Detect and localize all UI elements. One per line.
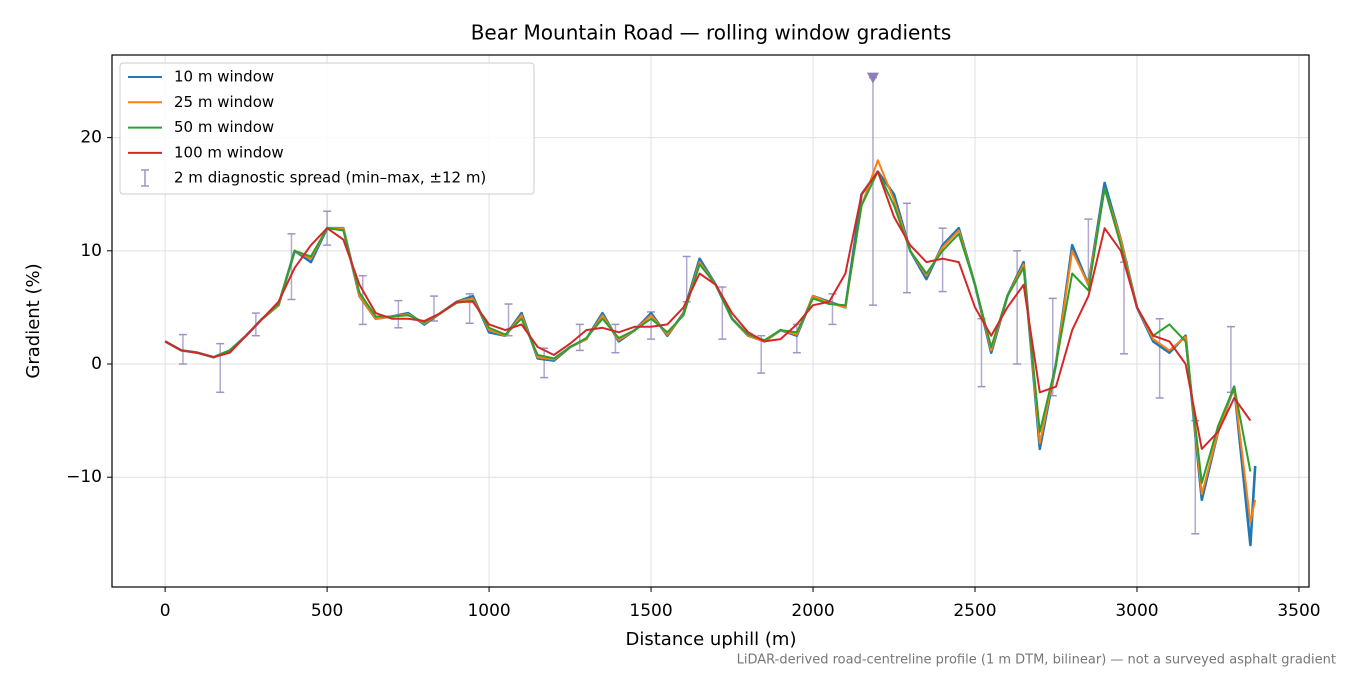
x-axis-label: Distance uphill (m) <box>626 629 797 650</box>
footnote: LiDAR-derived road-centreline profile (1… <box>737 653 1336 668</box>
x-tick-label: 1000 <box>467 601 510 621</box>
y-tick-label: 20 <box>80 128 102 148</box>
y-tick-label: 10 <box>80 241 102 261</box>
x-tick-label: 0 <box>160 601 171 621</box>
clip-marker <box>866 72 879 84</box>
chart-title: Bear Mountain Road — rolling window grad… <box>471 21 952 45</box>
y-tick-label: −10 <box>66 467 102 487</box>
legend-label: 2 m diagnostic spread (min–max, ±12 m) <box>174 169 486 187</box>
axes-frame <box>111 54 1310 588</box>
y-tick-label: 0 <box>91 354 102 374</box>
legend: 10 m window 25 m window 50 m window 100 m w… <box>119 62 535 195</box>
series-line <box>164 170 1252 450</box>
legend-label: 25 m window <box>174 93 274 111</box>
legend-label: 50 m window <box>174 118 274 136</box>
x-tick-label: 2000 <box>791 601 834 621</box>
legend-box <box>119 62 535 195</box>
x-tick-label: 3500 <box>1277 601 1320 621</box>
y-axis-label: Gradient (%) <box>23 263 44 378</box>
legend-label: 10 m window <box>174 68 274 86</box>
x-tick-label: 3000 <box>1115 601 1158 621</box>
x-tick-label: 1500 <box>629 601 672 621</box>
legend-label: 100 m window <box>174 143 284 161</box>
series-line <box>164 170 1252 484</box>
x-tick-label: 500 <box>311 601 343 621</box>
x-tick-label: 2500 <box>953 601 996 621</box>
